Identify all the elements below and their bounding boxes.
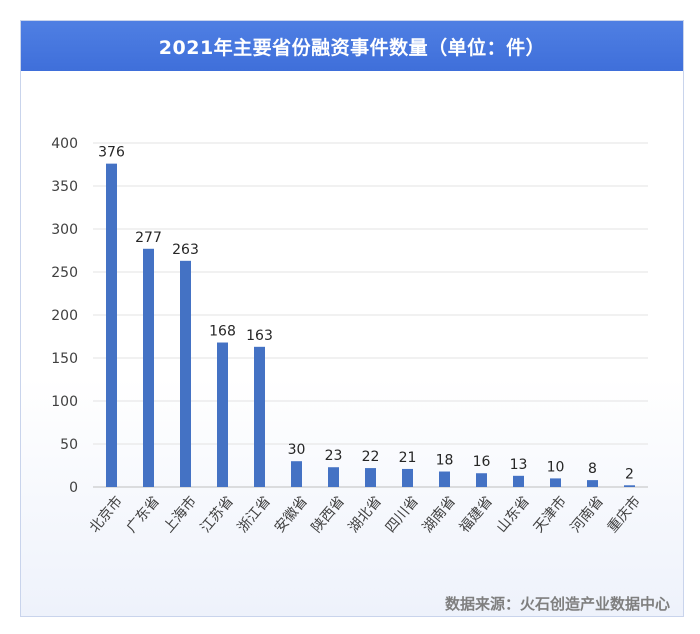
data-label: 30 xyxy=(288,442,306,458)
bar xyxy=(624,485,635,487)
data-label: 263 xyxy=(172,242,199,258)
y-tick-label: 250 xyxy=(51,265,78,281)
bar xyxy=(587,480,598,487)
data-label: 21 xyxy=(399,450,417,466)
bar xyxy=(439,471,450,487)
bar xyxy=(217,342,228,487)
y-tick-label: 200 xyxy=(51,308,78,324)
x-tick-label: 福建省 xyxy=(457,493,496,535)
bar xyxy=(180,260,191,487)
x-tick-label: 安徽省 xyxy=(272,493,311,535)
data-label: 10 xyxy=(547,459,565,475)
y-tick-label: 100 xyxy=(51,394,78,410)
data-label: 163 xyxy=(246,328,273,344)
x-tick-label: 广东省 xyxy=(124,493,163,535)
y-tick-label: 300 xyxy=(51,222,78,238)
data-label: 2 xyxy=(625,466,634,482)
source-note: 数据来源：火石创造产业数据中心 xyxy=(444,595,670,613)
x-tick-label: 四川省 xyxy=(383,493,422,535)
x-tick-label: 湖北省 xyxy=(346,493,385,535)
x-tick-label: 北京市 xyxy=(86,493,126,536)
bar xyxy=(365,468,376,487)
x-tick-label: 重庆市 xyxy=(604,493,644,536)
bar xyxy=(328,467,339,487)
data-label: 168 xyxy=(209,324,236,340)
x-tick-label: 上海市 xyxy=(160,493,200,536)
bar xyxy=(254,346,265,487)
x-tick-label: 浙江省 xyxy=(235,493,274,535)
bar xyxy=(550,478,561,487)
title-bar: 2021年主要省份融资事件数量（单位：件） xyxy=(21,21,683,71)
x-tick-label: 山东省 xyxy=(494,493,533,535)
x-tick-label: 江苏省 xyxy=(198,493,237,535)
bar xyxy=(513,475,524,487)
data-label: 18 xyxy=(436,453,454,469)
x-tick-label: 湖南省 xyxy=(420,493,459,535)
y-tick-label: 350 xyxy=(51,179,78,195)
bar xyxy=(476,473,487,487)
y-tick-label: 50 xyxy=(60,437,78,453)
data-label: 376 xyxy=(98,145,125,161)
x-tick-label: 天津市 xyxy=(530,493,570,536)
bar xyxy=(291,461,302,487)
y-tick-label: 0 xyxy=(69,480,78,496)
bar xyxy=(402,468,413,487)
chart-panel: 2021年主要省份融资事件数量（单位：件） xyxy=(20,20,684,617)
data-label: 277 xyxy=(135,230,162,246)
bar xyxy=(143,248,154,487)
y-tick-label: 150 xyxy=(51,351,78,367)
data-label: 22 xyxy=(362,449,380,465)
data-label: 23 xyxy=(325,448,343,464)
x-tick-label: 陕西省 xyxy=(309,493,348,535)
y-tick-label: 400 xyxy=(51,136,78,152)
chart-title: 2021年主要省份融资事件数量（单位：件） xyxy=(158,36,546,59)
data-label: 16 xyxy=(473,454,491,470)
data-label: 13 xyxy=(510,457,528,473)
data-label: 8 xyxy=(588,461,597,477)
bar xyxy=(106,163,117,487)
x-tick-label: 河南省 xyxy=(568,493,607,535)
